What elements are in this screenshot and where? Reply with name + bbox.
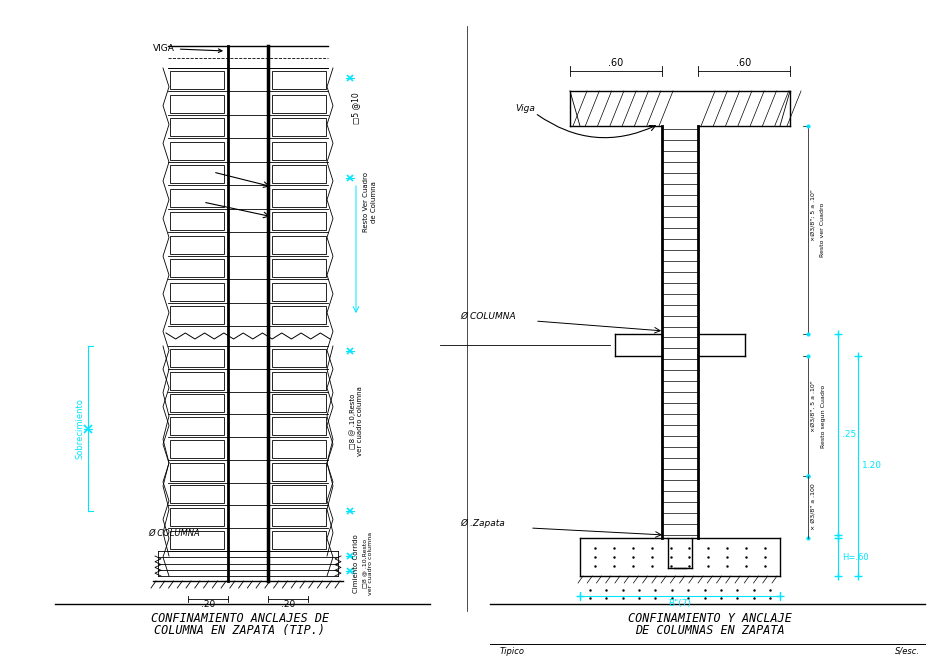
- Bar: [272, 282, 326, 300]
- Bar: [272, 165, 326, 183]
- Text: Ø .Zapata: Ø .Zapata: [460, 519, 505, 528]
- Text: .60: .60: [609, 58, 624, 68]
- Bar: [272, 531, 326, 549]
- Text: .20: .20: [201, 600, 215, 609]
- Bar: [272, 119, 326, 137]
- Bar: [170, 394, 224, 412]
- Text: S/esc.: S/esc.: [895, 647, 920, 656]
- Bar: [272, 259, 326, 277]
- Text: □8 @ .10,Resto
ver cuadro columna: □8 @ .10,Resto ver cuadro columna: [363, 532, 373, 595]
- Text: VIGA: VIGA: [153, 44, 222, 53]
- Bar: [170, 259, 224, 277]
- Bar: [170, 531, 224, 549]
- Bar: [272, 212, 326, 230]
- Bar: [170, 440, 224, 458]
- Text: Sobrecimiento: Sobrecimiento: [76, 398, 84, 459]
- Text: B"(7): B"(7): [669, 599, 692, 608]
- Text: .20: .20: [280, 600, 295, 609]
- Bar: [170, 306, 224, 324]
- Bar: [170, 417, 224, 435]
- Bar: [272, 463, 326, 481]
- Bar: [272, 394, 326, 412]
- Text: ×Ø3/8", 5 a .10": ×Ø3/8", 5 a .10": [811, 380, 815, 432]
- Text: □8 @ .10,Resto
ver cuadro columna: □8 @ .10,Resto ver cuadro columna: [349, 386, 363, 456]
- Bar: [272, 142, 326, 160]
- Bar: [272, 95, 326, 113]
- Text: Cimiento Corrido: Cimiento Corrido: [353, 534, 359, 593]
- Bar: [170, 349, 224, 367]
- Text: Ø COLUMNA: Ø COLUMNA: [460, 312, 515, 321]
- Text: CONFINAMIENTO ANCLAJES DE: CONFINAMIENTO ANCLAJES DE: [151, 612, 329, 625]
- Bar: [170, 508, 224, 526]
- Text: Resto ver Cuadro: Resto ver Cuadro: [821, 203, 826, 257]
- Text: 1.20: 1.20: [862, 462, 882, 470]
- Bar: [170, 95, 224, 113]
- Bar: [272, 236, 326, 254]
- Text: .60: .60: [737, 58, 752, 68]
- Bar: [170, 212, 224, 230]
- Bar: [170, 119, 224, 137]
- Text: CONFINAMIENTO Y ANCLAJE: CONFINAMIENTO Y ANCLAJE: [628, 612, 792, 625]
- Bar: [272, 486, 326, 503]
- Bar: [272, 188, 326, 206]
- Bar: [170, 282, 224, 300]
- Bar: [272, 349, 326, 367]
- Text: × Ø3/8" a .100: × Ø3/8" a .100: [811, 484, 815, 530]
- Text: Resto Ver Cuadro
de Columna: Resto Ver Cuadro de Columna: [364, 172, 377, 232]
- Bar: [272, 306, 326, 324]
- Bar: [272, 71, 326, 89]
- Text: Resto segun Cuadro: Resto segun Cuadro: [821, 384, 826, 448]
- Bar: [170, 486, 224, 503]
- Text: □5 @10: □5 @10: [352, 92, 361, 124]
- Bar: [170, 463, 224, 481]
- Bar: [170, 165, 224, 183]
- Text: H=.60: H=.60: [842, 553, 869, 561]
- Text: Ø COLUMNA: Ø COLUMNA: [148, 529, 200, 538]
- Bar: [170, 188, 224, 206]
- Text: ×Ø3/8"; 5 a .10": ×Ø3/8"; 5 a .10": [811, 189, 815, 241]
- Text: .25: .25: [842, 430, 856, 439]
- Bar: [272, 417, 326, 435]
- Bar: [272, 440, 326, 458]
- Bar: [170, 236, 224, 254]
- Text: DE COLUMNAS EN ZAPATA: DE COLUMNAS EN ZAPATA: [635, 624, 784, 637]
- Text: Viga: Viga: [515, 104, 535, 113]
- Bar: [170, 372, 224, 390]
- Bar: [272, 372, 326, 390]
- Text: COLUMNA EN ZAPATA (TIP.): COLUMNA EN ZAPATA (TIP.): [154, 624, 325, 637]
- Text: Tipico: Tipico: [500, 647, 525, 656]
- Bar: [170, 142, 224, 160]
- Bar: [272, 508, 326, 526]
- Bar: [170, 71, 224, 89]
